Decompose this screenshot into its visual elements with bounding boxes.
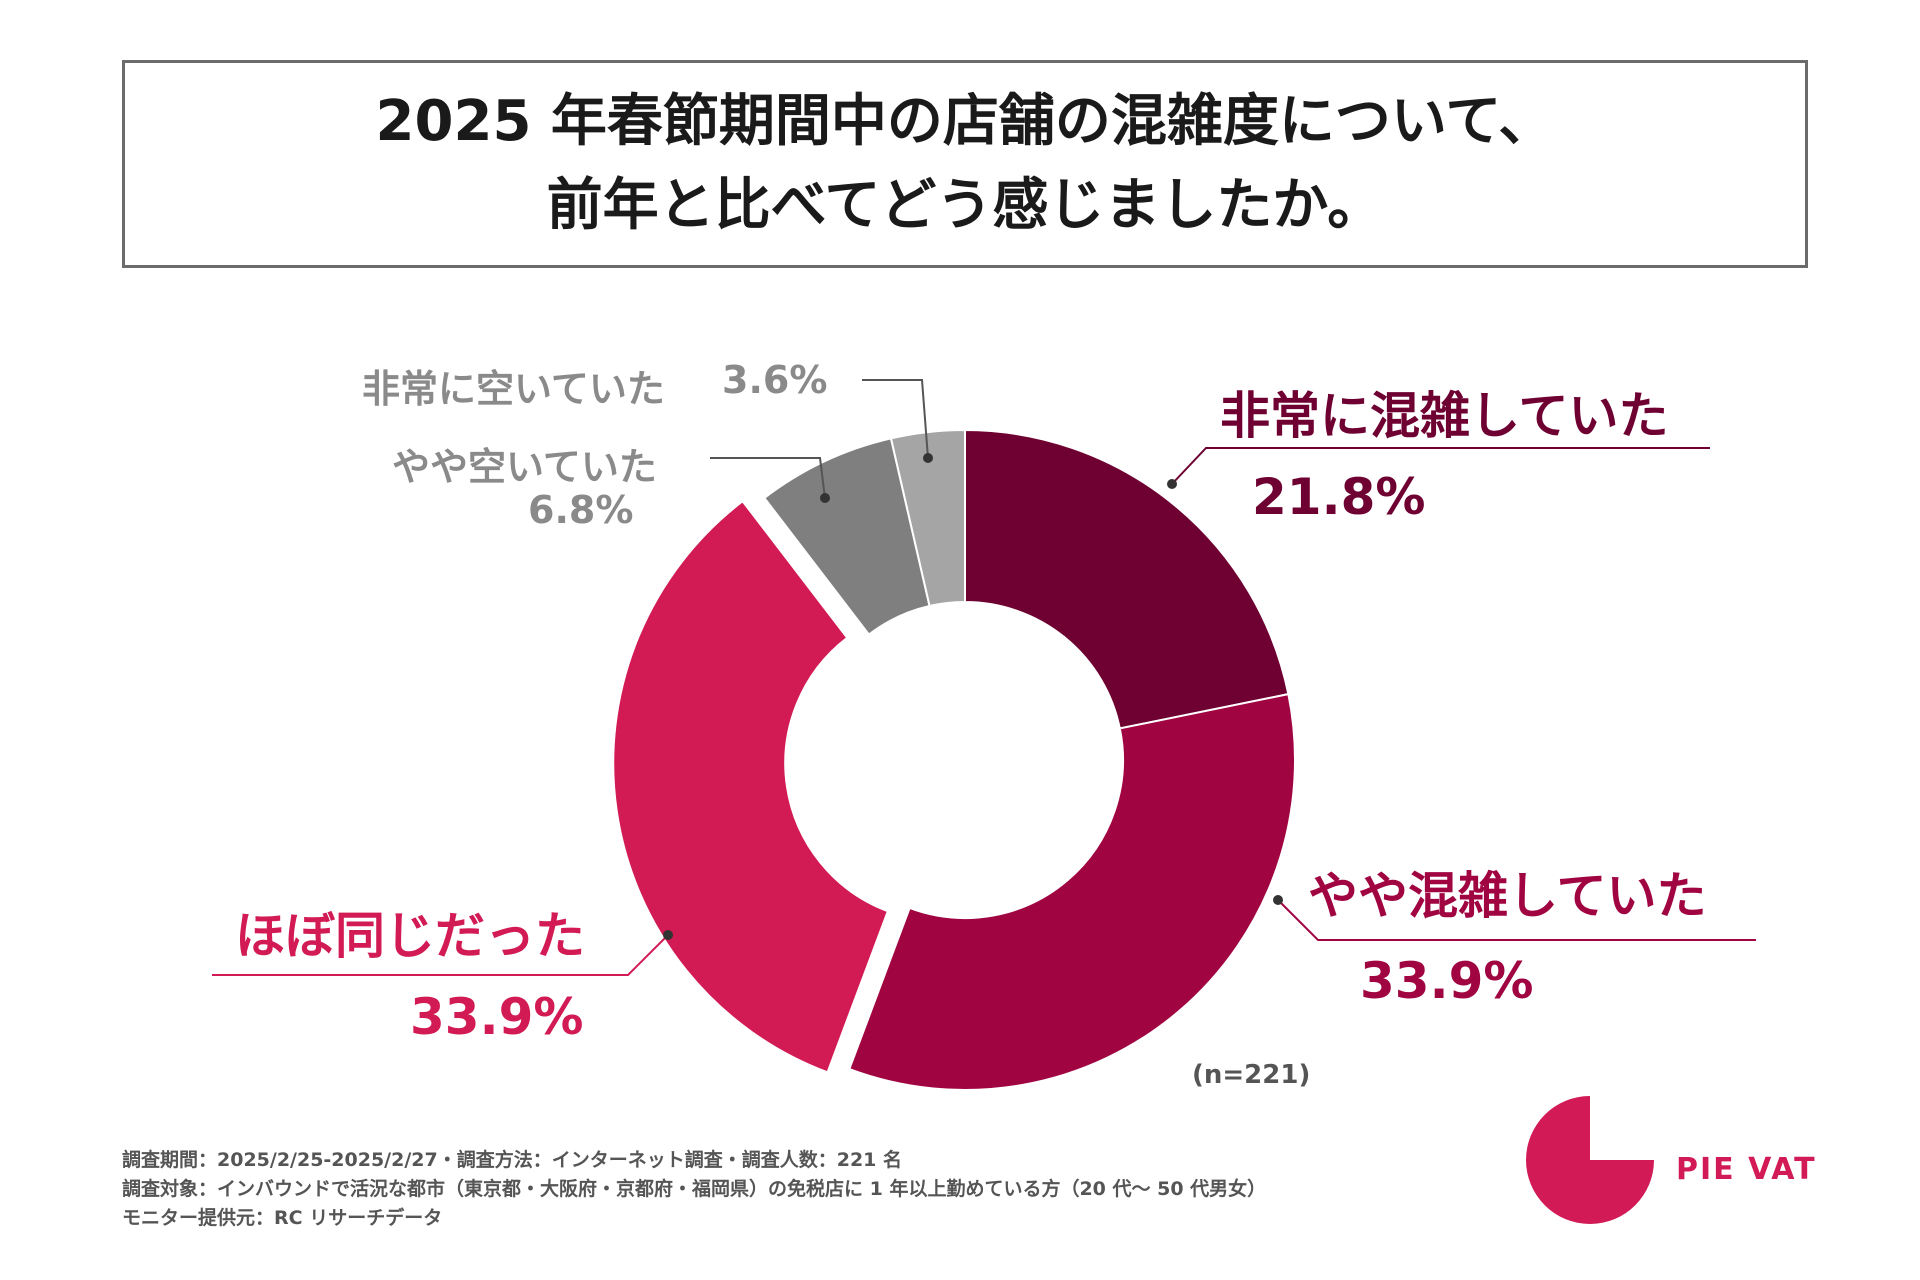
leader-about-same-dot	[663, 930, 673, 940]
percent-label-about-same: 33.9%	[410, 988, 584, 1046]
pie-logo-shape	[1526, 1096, 1654, 1224]
slice-very-crowded	[964, 428, 1290, 730]
title-box: 2025 年春節期間中の店舗の混雑度について、 前年と比べてどう感じましたか。	[122, 60, 1808, 268]
leader-very-crowded	[1171, 447, 1710, 485]
chart-title-line-1: 2025 年春節期間中の店舗の混雑度について、	[375, 89, 1555, 154]
slice-somewhat-crowded	[848, 692, 1296, 1091]
leader-about-same	[212, 934, 669, 976]
leader-very-empty	[862, 379, 929, 459]
footnote-target: 調査対象：インバウンドで活況な都市（東京都・大阪府・京都府・福岡県）の免税店に …	[122, 1178, 1267, 1200]
percent-label-somewhat-crowded: 33.9%	[1360, 952, 1534, 1010]
footnote-period: 調査期間：2025/2/25-2025/2/27・調査方法：インターネット調査・…	[122, 1149, 903, 1171]
percent-label-somewhat-empty: 6.8%	[528, 488, 634, 532]
slice-very-empty	[889, 428, 966, 608]
leader-somewhat-crowded-dot	[1273, 895, 1283, 905]
percent-label-very-empty: 3.6%	[722, 358, 828, 402]
category-label-about-same: ほぼ同じだった	[235, 907, 585, 965]
leader-very-empty-dot	[923, 453, 933, 463]
category-label-very-crowded: 非常に混雑していた	[1220, 387, 1669, 445]
category-label-somewhat-crowded: やや混雑していた	[1308, 867, 1707, 925]
percent-label-very-crowded: 21.8%	[1252, 468, 1426, 526]
leader-somewhat-crowded	[1277, 899, 1756, 941]
sample-size-label: (n=221)	[1192, 1060, 1311, 1090]
slice-about-same	[612, 499, 890, 1074]
pie-logo-icon	[1526, 1096, 1654, 1224]
category-label-very-empty: 非常に空いていた	[362, 367, 665, 411]
footnote-provider: モニター提供元：RC リサーチデータ	[122, 1207, 443, 1229]
brand-name: PIE VAT	[1676, 1152, 1817, 1187]
chart-title-line-2: 前年と比べてどう感じましたか。	[546, 173, 1384, 238]
leader-somewhat-empty	[710, 457, 826, 499]
survey-footnote: 調査期間：2025/2/25-2025/2/27・調査方法：インターネット調査・…	[122, 1146, 1266, 1233]
leader-very-crowded-dot	[1167, 479, 1177, 489]
leader-somewhat-empty-dot	[820, 493, 830, 503]
category-label-somewhat-empty: やや空いていた	[392, 445, 657, 489]
